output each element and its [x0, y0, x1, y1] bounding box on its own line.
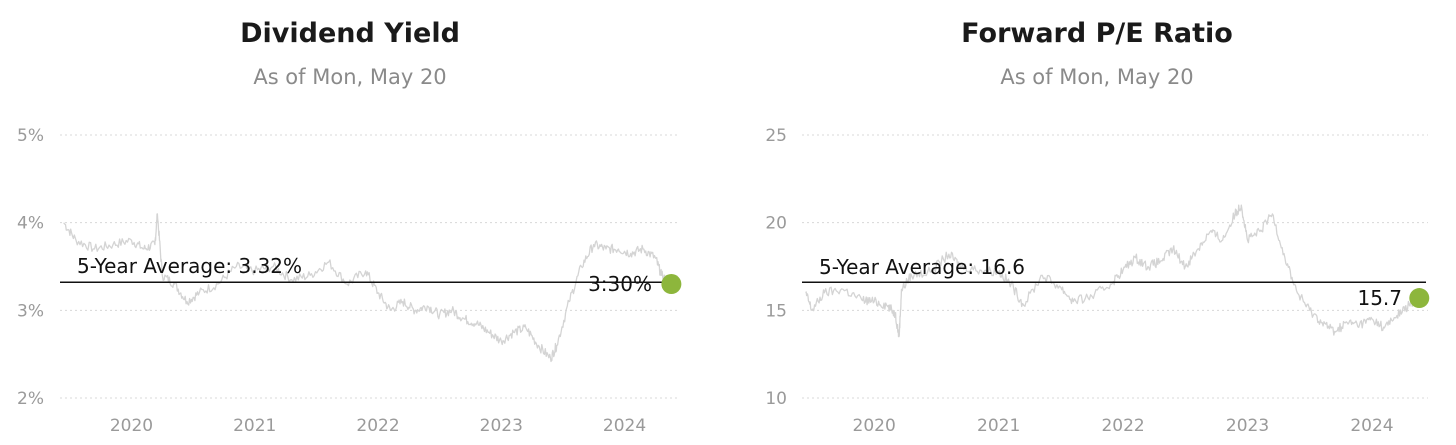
x-tick-label: 2021 — [233, 416, 276, 436]
x-tick-label: 2020 — [110, 416, 153, 436]
gridlines — [60, 134, 680, 399]
chart-subtitle: As of Mon, May 20 — [253, 65, 446, 89]
x-axis-ticks: 2020 2021 2022 2023 2024 — [853, 416, 1394, 436]
y-axis-ticks: 25 20 15 10 — [765, 126, 787, 409]
current-value-label: 15.7 — [1357, 286, 1402, 310]
series-line — [805, 204, 1420, 338]
y-tick-label: 20 — [765, 214, 787, 234]
y-tick-label: 4% — [17, 214, 44, 234]
x-tick-label: 2020 — [853, 416, 896, 436]
average-label: 5-Year Average: 16.6 — [819, 255, 1025, 279]
y-tick-label: 10 — [765, 389, 787, 409]
y-tick-label: 3% — [17, 301, 44, 321]
x-tick-label: 2023 — [1226, 416, 1269, 436]
series-line — [63, 213, 673, 363]
series-layer — [63, 213, 673, 363]
x-tick-label: 2022 — [356, 416, 399, 436]
dividend-yield-chart: Dividend Yield As of Mon, May 20 5% 4% 3% 2… — [17, 18, 682, 436]
y-tick-label: 15 — [765, 301, 787, 321]
series-layer — [805, 204, 1420, 338]
x-axis-ticks: 2020 2021 2022 2023 2024 — [110, 416, 646, 436]
y-tick-label: 2% — [17, 389, 44, 409]
forward-pe-ratio-chart: Forward P/E Ratio As of Mon, May 20 25 20… — [765, 18, 1430, 436]
gridlines — [802, 134, 1428, 399]
current-value-marker — [1409, 288, 1430, 309]
x-tick-label: 2024 — [603, 416, 646, 436]
chart-title: Dividend Yield — [240, 18, 460, 49]
y-tick-label: 25 — [765, 126, 787, 146]
chart-title: Forward P/E Ratio — [961, 18, 1233, 49]
x-tick-label: 2024 — [1350, 416, 1393, 436]
current-value-label: 3:30% — [588, 272, 652, 296]
x-tick-label: 2021 — [977, 416, 1020, 436]
average-label: 5-Year Average: 3.32% — [77, 254, 302, 278]
current-value-marker — [661, 274, 682, 295]
x-tick-label: 2022 — [1101, 416, 1144, 436]
x-tick-label: 2023 — [480, 416, 523, 436]
chart-subtitle: As of Mon, May 20 — [1000, 65, 1193, 89]
y-axis-ticks: 5% 4% 3% 2% — [17, 126, 44, 409]
y-tick-label: 5% — [17, 126, 44, 146]
